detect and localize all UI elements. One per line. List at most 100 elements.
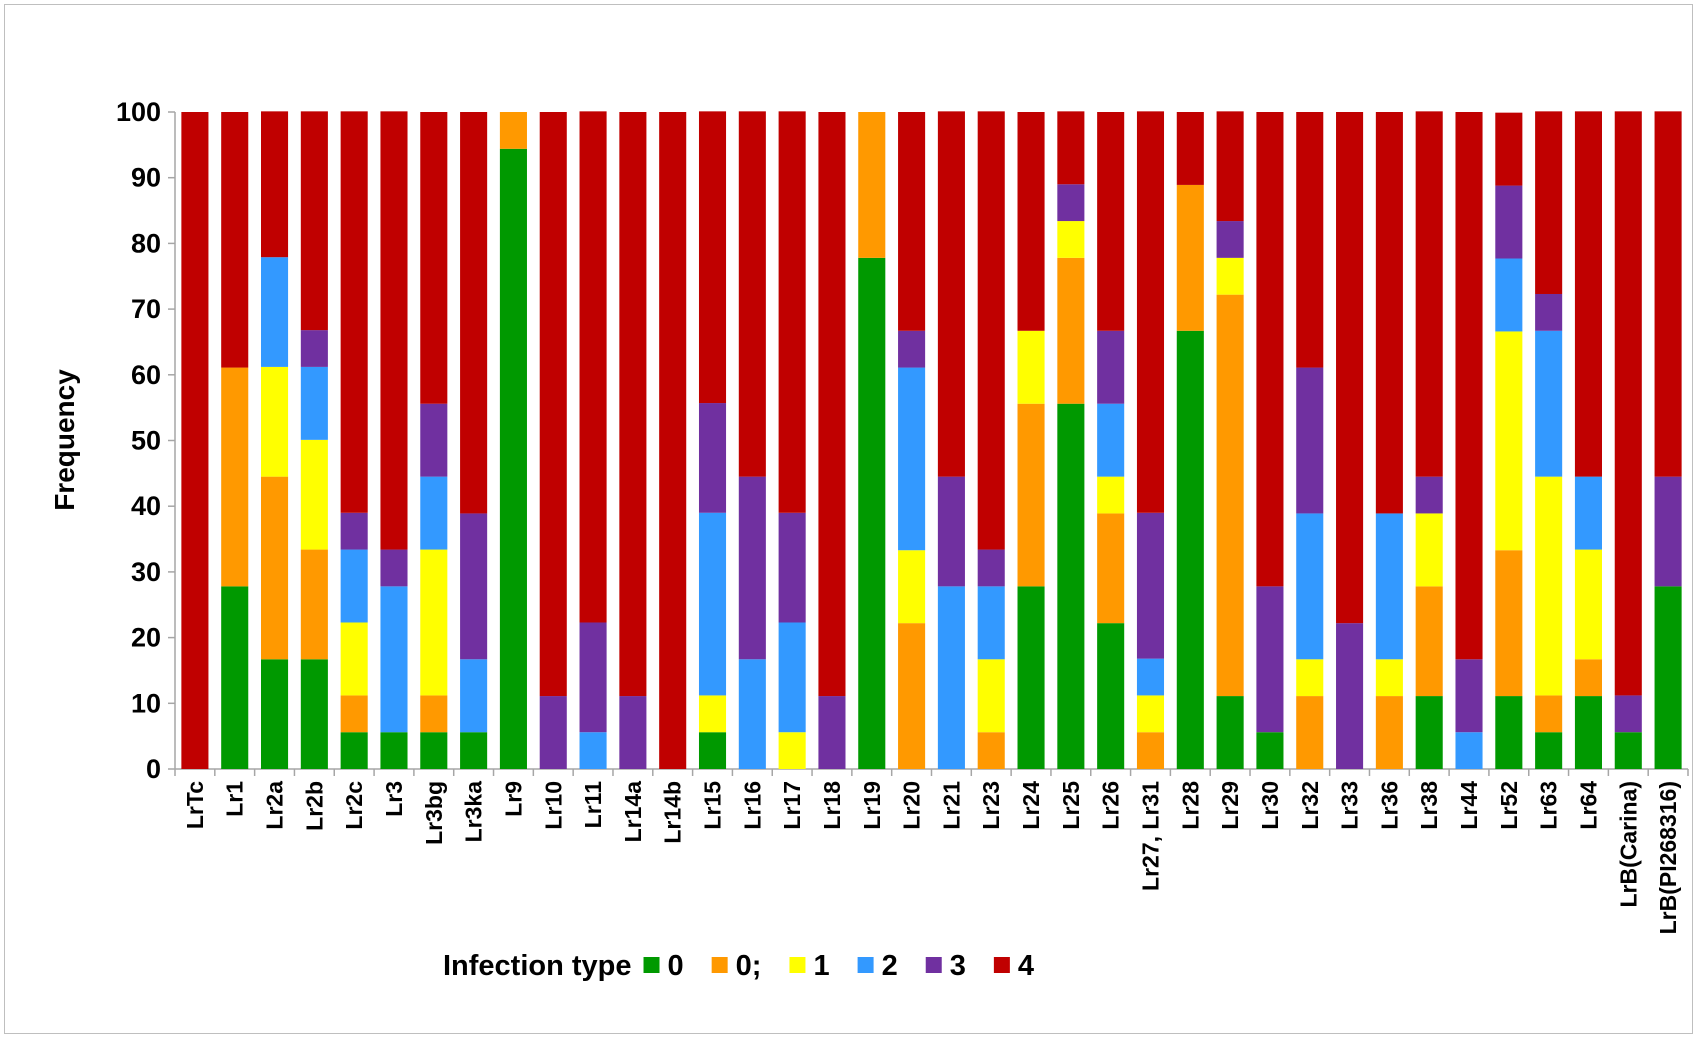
bar-segment-Lr15-it0 [698,732,727,769]
bar-segment-Lr33-it3 [1336,623,1364,769]
bar-segment-Lr52-it1 [1495,331,1523,551]
bar-segment-Lr15-it4 [698,111,727,404]
y-tick-label: 20 [131,623,161,653]
bar-segment-Lr17-it2 [778,622,806,733]
bar-segment-Lr26-it1 [1097,476,1125,514]
x-category-label: Lr15 [700,781,726,830]
x-category-label: Lr28 [1177,781,1203,830]
y-tick-label: 90 [131,163,161,193]
bar-segment-Lr24-it4 [1017,112,1045,331]
bar-segment-Lr36-it4 [1375,112,1403,514]
bar-segment-Lr52-it2 [1495,258,1523,332]
bar-segment-Lr38-it3 [1415,476,1443,514]
x-category-label: Lr25 [1058,781,1084,830]
x-category-label: Lr33 [1337,781,1363,830]
bar-segment-Lr2b-it0x [300,549,328,660]
x-category-label: Lr38 [1416,781,1442,830]
x-category-label: Lr11 [580,781,606,829]
bar-segment-Lr2a-it0 [261,659,289,769]
bar-segment-Lr3bg-it2 [420,476,448,550]
y-tick-label: 0 [146,754,161,784]
bar-segment-Lr52-it0 [1495,696,1523,769]
bar-segment-Lr15-it2 [698,512,727,696]
y-tick-labels: 0 10 20 30 40 50 60 70 80 90 100 [116,97,161,784]
bar-segment-Lr2c-it4 [340,111,368,513]
bar-segment-Lr27-Lr31-it2 [1136,658,1165,696]
bar-segment-Lr36-it1 [1375,659,1403,697]
bar-segment-Lr64-it1 [1574,549,1602,660]
bar-segment-Lr21-it4 [937,111,965,477]
x-category-label: LrTc [182,781,208,829]
bar-segment-Lr10-it4 [539,112,567,697]
bar-segment-Lr25-it1 [1057,221,1085,258]
bar-segment-Lr30-it0 [1256,732,1284,769]
y-tick-label: 70 [131,294,161,324]
bar-segment-Lr26-it4 [1097,112,1125,331]
bar-segment-Lr38-it1 [1415,513,1443,587]
legend-entry-label: 2 [882,950,898,982]
bar-segment-Lr26-it3 [1097,330,1125,404]
bar-segment-Lr2c-it0 [340,732,368,769]
bar-segment-Lr9-it0x [499,112,527,149]
bar-segment-Lr24-it0 [1017,586,1045,769]
bar-segment-Lr63-it0 [1535,732,1563,769]
bar-segment-Lr1-it4 [221,112,249,368]
bar-segment-Lr2b-it2 [300,366,328,440]
y-tick-label: 100 [116,97,161,127]
x-category-label: Lr23 [978,781,1004,830]
legend-swatch [789,957,806,973]
bar-segment-Lr23-it4 [977,111,1005,550]
x-category-label: Lr3ka [461,781,487,843]
bar-segment-Lr15-it1 [698,695,727,733]
bar-segment-Lr18-it3 [818,696,846,769]
legend: Infection type 0 0; 1 2 3 4 [443,950,1034,982]
bar-segment-Lr3bg-it1 [420,549,448,696]
x-category-label: Lr2b [301,781,327,831]
x-category-label: Lr36 [1376,781,1402,830]
legend-swatch [711,957,728,973]
bar-segment-Lr20-it1 [898,550,926,624]
x-category-label: Lr17 [779,781,805,830]
bar-segment-Lr1-it0 [221,586,249,769]
bar-segment-Lr26-it0x [1097,513,1125,624]
bar-segment-Lr2c-it2 [340,549,368,623]
bar-segment-Lr27-Lr31-it4 [1136,111,1165,513]
bar-segment-Lr11-it2 [579,732,607,769]
bar-segment-Lr3bg-it0 [420,732,448,769]
bar-segment-LrB-Carina--it0 [1614,732,1642,769]
bars [181,111,1682,770]
bar-segment-Lr3-it2 [380,586,408,733]
legend-swatch [857,957,874,973]
x-category-label: Lr64 [1575,781,1601,830]
bar-segment-Lr14a-it4 [619,112,647,697]
bar-segment-Lr64-it2 [1574,476,1602,550]
bar-segment-Lr36-it2 [1375,513,1403,660]
bar-segment-Lr27-Lr31-it3 [1136,512,1165,659]
bar-segment-Lr20-it4 [898,112,926,331]
bar-segment-Lr63-it0x [1535,695,1563,733]
legend-entry-label: 0; [736,950,762,982]
bar-segment-Lr16-it4 [738,111,766,477]
bar-segment-Lr20-it0x [898,623,926,769]
bar-segment-Lr38-it0 [1415,696,1443,769]
bar-segment-Lr19-it0 [858,257,886,769]
bar-segment-Lr21-it2 [937,586,965,769]
bar-segment-Lr38-it4 [1415,111,1443,477]
bar-segment-Lr28-it0x [1176,184,1204,331]
bar-segment-Lr16-it2 [738,659,766,769]
bar-segment-Lr14a-it3 [619,696,647,769]
bar-segment-Lr15-it3 [698,403,727,513]
bar-segment-Lr14b-it4 [659,112,687,769]
x-category-label: LrB(PI268316) [1655,781,1681,934]
bar-segment-Lr24-it0x [1017,403,1045,587]
legend-swatch [643,957,660,973]
x-category-label: Lr44 [1456,781,1482,830]
legend-swatch [925,957,942,973]
legend-entry-label: 3 [950,950,966,982]
bar-segment-Lr11-it4 [579,111,607,623]
bar-segment-Lr23-it1 [977,659,1005,733]
x-category-label: Lr18 [819,781,845,830]
bar-segment-Lr23-it3 [977,549,1005,587]
y-tick-label: 60 [131,360,161,390]
